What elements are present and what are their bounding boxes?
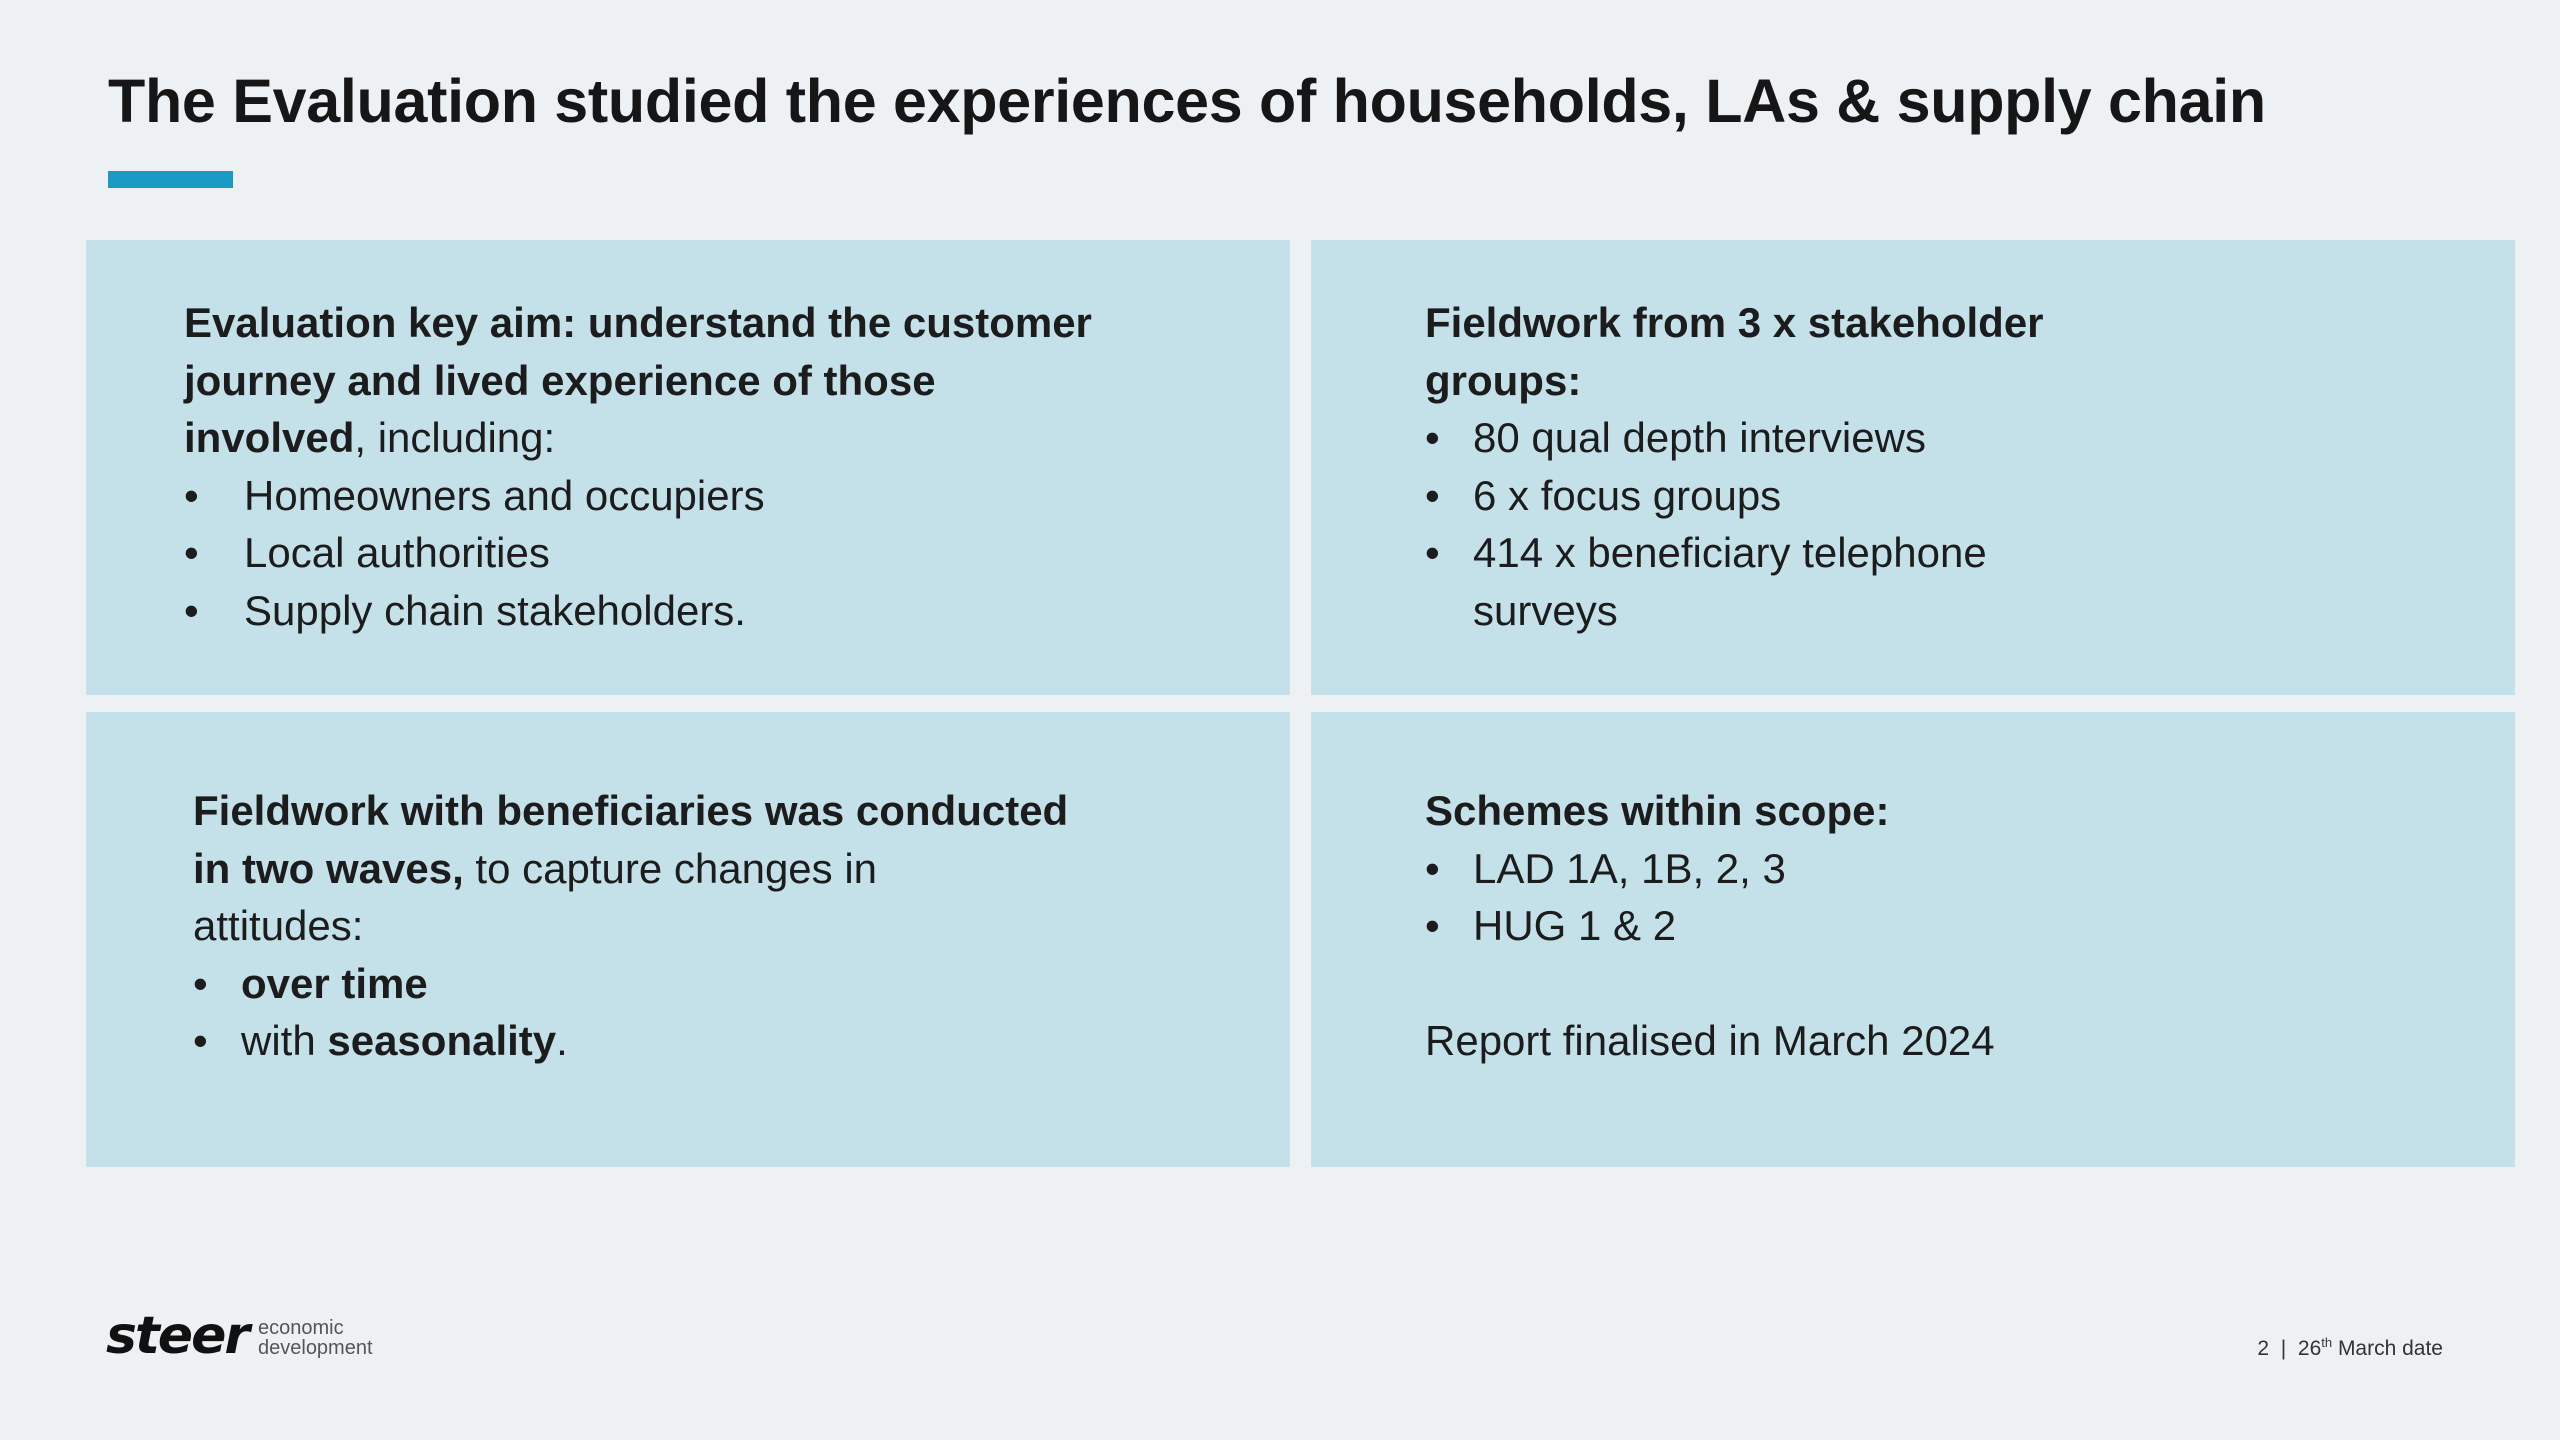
list-item: • 80 qual depth interviews bbox=[1425, 409, 2125, 467]
list-item: • Homeowners and occupiers bbox=[184, 467, 1204, 525]
panel-schemes: Schemes within scope: • LAD 1A, 1B, 2, 3 … bbox=[1311, 712, 2515, 1167]
bullet-icon: • bbox=[193, 1017, 208, 1065]
list-item-text: Supply chain stakeholders. bbox=[244, 586, 746, 634]
report-note: Report finalised in March 2024 bbox=[1425, 1017, 1995, 1065]
bullet-icon: • bbox=[184, 586, 199, 634]
schemes-list: • LAD 1A, 1B, 2, 3 • HUG 1 & 2 bbox=[1425, 840, 2325, 955]
key-aim-heading-tail: , including: bbox=[354, 414, 556, 462]
key-aim-list: • Homeowners and occupiers • Local authori… bbox=[184, 467, 1204, 640]
footer-date-day: 26 bbox=[2297, 1337, 2322, 1360]
fieldwork-groups-list: • 80 qual depth interviews • 6 x focus gro… bbox=[1425, 409, 2125, 639]
fieldwork-groups-heading-line1: Fieldwork from 3 x stakeholder bbox=[1425, 299, 2044, 346]
list-item: • Local authorities bbox=[184, 524, 1204, 582]
panel-key-aim: Evaluation key aim: understand the custo… bbox=[86, 240, 1290, 695]
slide-footer: 2 | 26th March date bbox=[2257, 1335, 2443, 1361]
footer-separator: | bbox=[2280, 1337, 2287, 1360]
key-aim-heading: Evaluation key aim: understand the custo… bbox=[184, 294, 1204, 467]
list-item: • over time bbox=[193, 955, 1193, 1013]
bullet-icon: • bbox=[193, 959, 208, 1007]
list-item-bold: seasonality bbox=[327, 1017, 557, 1065]
logo-subtitle-line1: economic bbox=[258, 1317, 344, 1339]
footer-date-suffix: th bbox=[2321, 1335, 2333, 1350]
waves-heading-line1: Fieldwork with beneficiaries was conduct… bbox=[193, 787, 1069, 834]
list-item: • HUG 1 & 2 bbox=[1425, 897, 2325, 955]
list-item-text: 80 qual depth interviews bbox=[1473, 414, 1926, 462]
steer-logo: steer economic development bbox=[106, 1310, 373, 1362]
waves-list: • over time • with seasonality. bbox=[193, 955, 1193, 1070]
bullet-icon: • bbox=[184, 529, 199, 577]
list-item: • 414 x beneficiary telephone surveys bbox=[1425, 524, 2125, 639]
logo-subtitle: economic development bbox=[258, 1318, 373, 1358]
bullet-icon: • bbox=[1425, 414, 1440, 462]
list-item-text: Local authorities bbox=[244, 529, 550, 577]
panel-waves-body: Fieldwork with beneficiaries was conduct… bbox=[193, 782, 1193, 1070]
bullet-icon: • bbox=[184, 471, 199, 519]
spacer bbox=[1425, 955, 2325, 1013]
fieldwork-groups-heading-line2: groups: bbox=[1425, 356, 1582, 404]
list-item: • with seasonality. bbox=[193, 1012, 1193, 1070]
bullet-icon: • bbox=[1425, 844, 1440, 892]
panel-waves: Fieldwork with beneficiaries was conduct… bbox=[86, 712, 1290, 1167]
title-accent-bar bbox=[108, 171, 233, 188]
waves-heading-tail: to capture changes in bbox=[463, 844, 878, 892]
list-item-text: 6 x focus groups bbox=[1473, 471, 1782, 519]
key-aim-heading-bold-end: involved bbox=[184, 414, 355, 462]
waves-heading-bold-line2: in two waves, bbox=[193, 844, 464, 892]
logo-subtitle-line2: development bbox=[258, 1337, 373, 1359]
panel-fieldwork-groups: Fieldwork from 3 x stakeholder groups: •… bbox=[1311, 240, 2515, 695]
list-item-text: over time bbox=[241, 959, 428, 1007]
list-item: • 6 x focus groups bbox=[1425, 467, 2125, 525]
panel-fieldwork-groups-body: Fieldwork from 3 x stakeholder groups: •… bbox=[1425, 294, 2125, 640]
slide-title: The Evaluation studied the experiences o… bbox=[108, 67, 2266, 135]
fieldwork-groups-heading: Fieldwork from 3 x stakeholder groups: bbox=[1425, 294, 2125, 409]
schemes-heading: Schemes within scope: bbox=[1425, 787, 1890, 834]
waves-heading-line3: attitudes: bbox=[193, 902, 364, 950]
list-item-text: 414 x beneficiary telephone surveys bbox=[1473, 529, 1987, 634]
list-item: • Supply chain stakeholders. bbox=[184, 582, 1204, 640]
panel-schemes-body: Schemes within scope: • LAD 1A, 1B, 2, 3 … bbox=[1425, 782, 2325, 1070]
list-item-suffix: . bbox=[556, 1017, 568, 1065]
list-item: • LAD 1A, 1B, 2, 3 bbox=[1425, 840, 2325, 898]
list-item-prefix: with bbox=[241, 1017, 328, 1065]
page-number: 2 bbox=[2257, 1337, 2270, 1360]
key-aim-heading-line1: Evaluation key aim: understand the custo… bbox=[184, 299, 1092, 346]
logo-wordmark: steer bbox=[106, 1306, 250, 1366]
key-aim-heading-line2: journey and lived experience of those bbox=[184, 356, 936, 404]
panel-key-aim-body: Evaluation key aim: understand the custo… bbox=[184, 294, 1204, 640]
bullet-icon: • bbox=[1425, 471, 1440, 519]
waves-heading: Fieldwork with beneficiaries was conduct… bbox=[193, 782, 1193, 955]
list-item-text: HUG 1 & 2 bbox=[1473, 902, 1677, 950]
list-item-text: LAD 1A, 1B, 2, 3 bbox=[1473, 844, 1786, 892]
bullet-icon: • bbox=[1425, 902, 1440, 950]
footer-date-rest: March date bbox=[2337, 1337, 2443, 1360]
list-item-text: Homeowners and occupiers bbox=[244, 471, 765, 519]
bullet-icon: • bbox=[1425, 529, 1440, 577]
